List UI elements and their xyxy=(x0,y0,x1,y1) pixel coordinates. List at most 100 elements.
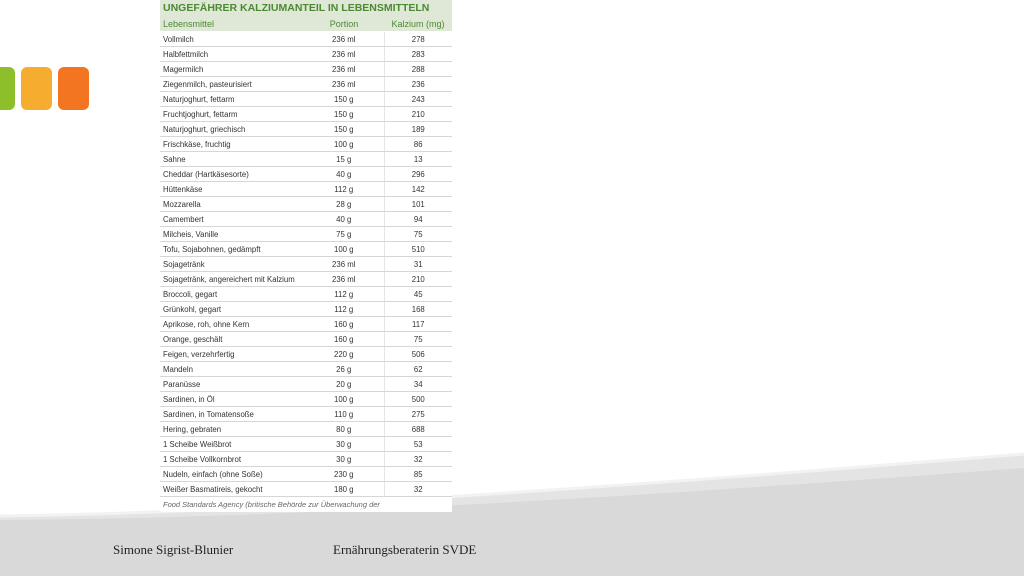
calcium-table-panel: UNGEFÄHRER KALZIUMANTEIL IN LEBENSMITTEL… xyxy=(160,0,452,512)
cell-calcium: 75 xyxy=(383,226,452,242)
cell-calcium: 210 xyxy=(383,271,452,287)
cell-calcium: 278 xyxy=(383,31,452,47)
cell-food: Sahne xyxy=(160,151,304,167)
table-row: Broccoli, gegart 112 g 45 xyxy=(160,286,452,302)
cell-food: Tofu, Sojabohnen, gedämpft xyxy=(160,241,304,257)
table-row: Halbfettmilch 236 ml 283 xyxy=(160,46,452,62)
table-header-row: Lebensmittel Portion Kalzium (mg) xyxy=(160,16,452,32)
cell-portion: 112 g xyxy=(304,286,384,302)
cell-calcium: 85 xyxy=(383,466,452,482)
cell-portion: 150 g xyxy=(304,106,384,122)
cell-food: Aprikose, roh, ohne Kern xyxy=(160,316,304,332)
cell-food: Naturjoghurt, griechisch xyxy=(160,121,304,137)
cell-portion: 100 g xyxy=(304,391,384,407)
cell-calcium: 34 xyxy=(383,376,452,392)
table-row: Naturjoghurt, griechisch 150 g 189 xyxy=(160,121,452,137)
cell-calcium: 101 xyxy=(383,196,452,212)
cell-portion: 100 g xyxy=(304,136,384,152)
table-row: Sahne 15 g 13 xyxy=(160,151,452,167)
column-header-food: Lebensmittel xyxy=(160,16,304,32)
cell-calcium: 288 xyxy=(383,61,452,77)
table-row: Sojagetränk 236 ml 31 xyxy=(160,256,452,272)
cell-food: Sardinen, in Tomatensoße xyxy=(160,406,304,422)
table-row: Paranüsse 20 g 34 xyxy=(160,376,452,392)
cell-calcium: 13 xyxy=(383,151,452,167)
cell-portion: 236 ml xyxy=(304,271,384,287)
cell-food: Orange, geschält xyxy=(160,331,304,347)
cell-portion: 160 g xyxy=(304,331,384,347)
cell-food: Cheddar (Hartkäsesorte) xyxy=(160,166,304,182)
cell-portion: 28 g xyxy=(304,196,384,212)
column-header-calcium: Kalzium (mg) xyxy=(384,16,452,32)
table-row: Sardinen, in Tomatensoße 110 g 275 xyxy=(160,406,452,422)
cell-portion: 30 g xyxy=(304,436,384,452)
cell-calcium: 506 xyxy=(383,346,452,362)
cell-calcium: 32 xyxy=(383,481,452,497)
cell-portion: 180 g xyxy=(304,481,384,497)
cell-food: Hüttenkäse xyxy=(160,181,304,197)
table-row: Naturjoghurt, fettarm 150 g 243 xyxy=(160,91,452,107)
cell-calcium: 283 xyxy=(383,46,452,62)
table-row: Sardinen, in Öl 100 g 500 xyxy=(160,391,452,407)
cell-calcium: 236 xyxy=(383,76,452,92)
decor-square-yellow xyxy=(21,67,52,110)
cell-calcium: 510 xyxy=(383,241,452,257)
cell-food: Sardinen, in Öl xyxy=(160,391,304,407)
cell-portion: 150 g xyxy=(304,91,384,107)
table-row: Vollmilch 236 ml 278 xyxy=(160,31,452,47)
table-row: Hering, gebraten 80 g 688 xyxy=(160,421,452,437)
cell-food: Naturjoghurt, fettarm xyxy=(160,91,304,107)
cell-food: Feigen, verzehrfertig xyxy=(160,346,304,362)
table-row: Frischkäse, fruchtig 100 g 86 xyxy=(160,136,452,152)
footer-swoosh xyxy=(0,452,1024,576)
cell-portion: 236 ml xyxy=(304,256,384,272)
cell-food: Mozzarella xyxy=(160,196,304,212)
cell-portion: 110 g xyxy=(304,406,384,422)
cell-food: Fruchtjoghurt, fettarm xyxy=(160,106,304,122)
table-row: Tofu, Sojabohnen, gedämpft 100 g 510 xyxy=(160,241,452,257)
table-source-note: Food Standards Agency (britische Behörde… xyxy=(163,500,380,509)
cell-food: Vollmilch xyxy=(160,31,304,47)
cell-portion: 26 g xyxy=(304,361,384,377)
table-title: UNGEFÄHRER KALZIUMANTEIL IN LEBENSMITTEL… xyxy=(160,0,452,16)
cell-portion: 150 g xyxy=(304,121,384,137)
calcium-table: Lebensmittel Portion Kalzium (mg) Vollmi… xyxy=(160,16,452,497)
cell-calcium: 117 xyxy=(383,316,452,332)
table-row: Magermilch 236 ml 288 xyxy=(160,61,452,77)
cell-portion: 230 g xyxy=(304,466,384,482)
cell-portion: 15 g xyxy=(304,151,384,167)
table-row: Grünkohl, gegart 112 g 168 xyxy=(160,301,452,317)
cell-calcium: 243 xyxy=(383,91,452,107)
table-row: Nudeln, einfach (ohne Soße) 230 g 85 xyxy=(160,466,452,482)
table-row: Cheddar (Hartkäsesorte) 40 g 296 xyxy=(160,166,452,182)
cell-food: Sojagetränk xyxy=(160,256,304,272)
cell-portion: 20 g xyxy=(304,376,384,392)
cell-portion: 100 g xyxy=(304,241,384,257)
footer-role: Ernährungsberaterin SVDE xyxy=(333,542,477,557)
table-row: Sojagetränk, angereichert mit Kalzium 236… xyxy=(160,271,452,287)
table-row: Mandeln 26 g 62 xyxy=(160,361,452,377)
cell-calcium: 296 xyxy=(383,166,452,182)
decor-square-green xyxy=(0,67,15,110)
table-row: Ziegenmilch, pasteurisiert 236 ml 236 xyxy=(160,76,452,92)
cell-calcium: 168 xyxy=(383,301,452,317)
cell-food: Nudeln, einfach (ohne Soße) xyxy=(160,466,304,482)
cell-calcium: 45 xyxy=(383,286,452,302)
cell-food: Milcheis, Vanille xyxy=(160,226,304,242)
cell-calcium: 32 xyxy=(383,451,452,467)
cell-portion: 236 ml xyxy=(304,31,384,47)
cell-food: Broccoli, gegart xyxy=(160,286,304,302)
cell-food: Camembert xyxy=(160,211,304,227)
column-header-portion: Portion xyxy=(304,16,384,32)
table-row: Weißer Basmatireis, gekocht 180 g 32 xyxy=(160,481,452,497)
cell-portion: 160 g xyxy=(304,316,384,332)
cell-food: 1 Scheibe Weißbrot xyxy=(160,436,304,452)
cell-calcium: 500 xyxy=(383,391,452,407)
table-row: Fruchtjoghurt, fettarm 150 g 210 xyxy=(160,106,452,122)
cell-food: Ziegenmilch, pasteurisiert xyxy=(160,76,304,92)
cell-portion: 112 g xyxy=(304,301,384,317)
cell-calcium: 75 xyxy=(383,331,452,347)
cell-portion: 220 g xyxy=(304,346,384,362)
cell-food: Magermilch xyxy=(160,61,304,77)
cell-calcium: 189 xyxy=(383,121,452,137)
